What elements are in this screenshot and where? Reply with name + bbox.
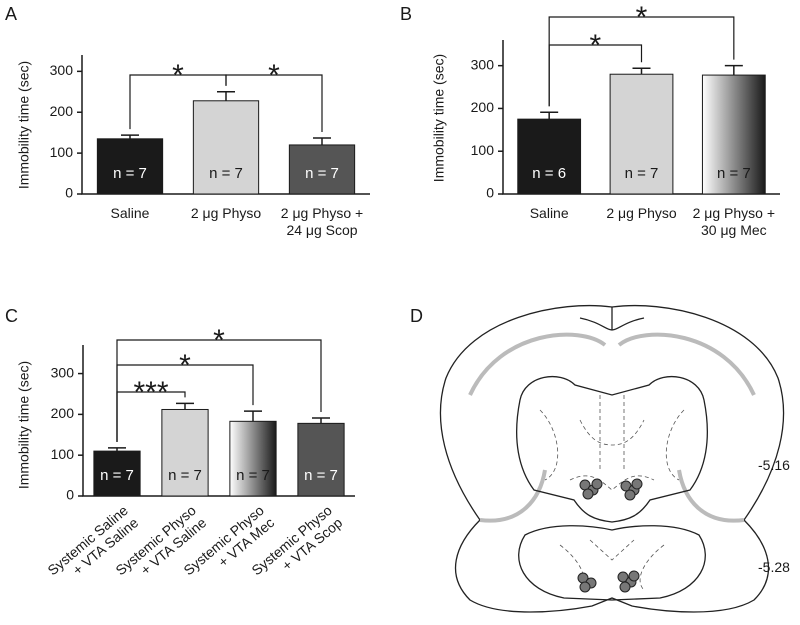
level-label: -5.28 — [758, 559, 790, 575]
y-axis-label: Immobility time (sec) — [16, 361, 32, 489]
significance-label: * — [172, 59, 184, 92]
x-tick-label: 2 μg Physo — [191, 205, 262, 221]
significance-label: * — [213, 324, 225, 357]
y-axis-label: Immobility time (sec) — [16, 61, 32, 189]
n-label: n = 7 — [209, 165, 243, 182]
x-tick-label: 30 μg Mec — [701, 222, 767, 238]
bar — [297, 422, 345, 497]
y-tick-label: 300 — [51, 364, 75, 380]
panel-label: B — [400, 4, 412, 24]
y-tick-label: 0 — [486, 185, 494, 201]
injection-sites — [577, 478, 643, 593]
y-tick-label: 200 — [471, 99, 495, 115]
bar — [229, 420, 277, 497]
site — [591, 478, 603, 490]
brain-midline — [579, 307, 645, 331]
significance-bracket — [116, 339, 322, 442]
y-tick-label: 200 — [51, 405, 75, 421]
significance-label: * — [589, 29, 601, 62]
x-tick-label: 24 μg Scop — [286, 222, 357, 238]
panel-label: A — [5, 4, 17, 24]
x-tick-label: 2 μg Physo — [606, 205, 677, 221]
y-tick-label: 100 — [50, 144, 74, 160]
bar — [93, 450, 141, 497]
n-label: n = 6 — [532, 165, 566, 182]
x-tick-label: 2 μg Physo + — [693, 205, 775, 221]
significance-bracket — [225, 74, 323, 132]
panel-label: C — [5, 306, 18, 326]
significance-label: * — [179, 349, 191, 382]
panel-label: D — [410, 306, 423, 326]
n-label: n = 7 — [305, 165, 339, 182]
y-tick-label: 100 — [51, 446, 75, 462]
significance-label: * — [636, 1, 648, 34]
y-tick-label: 100 — [471, 142, 495, 158]
bar — [192, 100, 260, 195]
brain-outline — [439, 304, 785, 613]
site — [631, 478, 643, 490]
site — [579, 581, 591, 593]
bar — [517, 118, 582, 195]
site — [619, 581, 631, 593]
n-label: n = 7 — [113, 165, 147, 182]
x-tick-label: Saline — [111, 205, 150, 221]
brain-cortex — [468, 332, 756, 523]
x-tick-label: 2 μg Physo + — [281, 205, 363, 221]
n-label: n = 7 — [168, 467, 202, 484]
bar — [161, 408, 209, 497]
site — [582, 488, 594, 500]
n-label: n = 7 — [304, 467, 338, 484]
significance-bracket — [548, 16, 735, 107]
y-tick-label: 300 — [50, 62, 74, 78]
bar — [701, 74, 766, 195]
y-axis-label: Immobility time (sec) — [431, 54, 447, 182]
n-label: n = 7 — [717, 165, 751, 182]
significance-label: *** — [133, 376, 168, 409]
brain-inner — [516, 375, 708, 523]
bar — [96, 138, 164, 195]
bar — [609, 73, 674, 195]
site — [624, 489, 636, 501]
x-tick-label: Saline — [530, 205, 569, 221]
level-label: -5.16 — [758, 457, 790, 473]
y-tick-label: 200 — [50, 103, 74, 119]
n-label: n = 7 — [625, 165, 659, 182]
n-label: n = 7 — [236, 467, 270, 484]
brain-lower — [518, 525, 706, 601]
brain-structures — [539, 395, 685, 591]
y-tick-label: 0 — [66, 487, 74, 503]
y-tick-label: 0 — [65, 185, 73, 201]
y-tick-label: 300 — [471, 56, 495, 72]
site — [628, 570, 640, 582]
significance-label: * — [268, 59, 280, 92]
n-label: n = 7 — [100, 467, 134, 484]
bar — [288, 144, 356, 195]
brain-diagram: D -5.16 -5.28 — [410, 304, 790, 613]
